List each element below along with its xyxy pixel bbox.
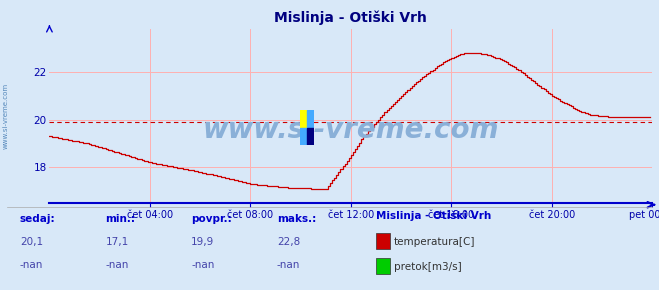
Text: www.si-vreme.com: www.si-vreme.com (203, 116, 499, 144)
Text: -nan: -nan (105, 260, 129, 270)
Text: pretok[m3/s]: pretok[m3/s] (394, 262, 462, 272)
Text: 20,1: 20,1 (20, 237, 43, 247)
Bar (307, 110, 314, 128)
Text: maks.:: maks.: (277, 214, 316, 224)
Text: -nan: -nan (191, 260, 214, 270)
Text: povpr.:: povpr.: (191, 214, 232, 224)
Text: www.si-vreme.com: www.si-vreme.com (2, 83, 9, 149)
Text: 17,1: 17,1 (105, 237, 129, 247)
Bar (307, 128, 314, 145)
Text: 19,9: 19,9 (191, 237, 214, 247)
Text: Mislinja - Otiški Vrh: Mislinja - Otiški Vrh (376, 211, 491, 221)
Text: min.:: min.: (105, 214, 136, 224)
Title: Mislinja - Otiški Vrh: Mislinja - Otiški Vrh (275, 10, 427, 25)
Bar (300, 128, 307, 145)
Text: -nan: -nan (277, 260, 300, 270)
Text: -nan: -nan (20, 260, 43, 270)
Text: temperatura[C]: temperatura[C] (394, 237, 476, 247)
Bar (300, 110, 307, 128)
Text: 22,8: 22,8 (277, 237, 300, 247)
Text: sedaj:: sedaj: (20, 214, 55, 224)
